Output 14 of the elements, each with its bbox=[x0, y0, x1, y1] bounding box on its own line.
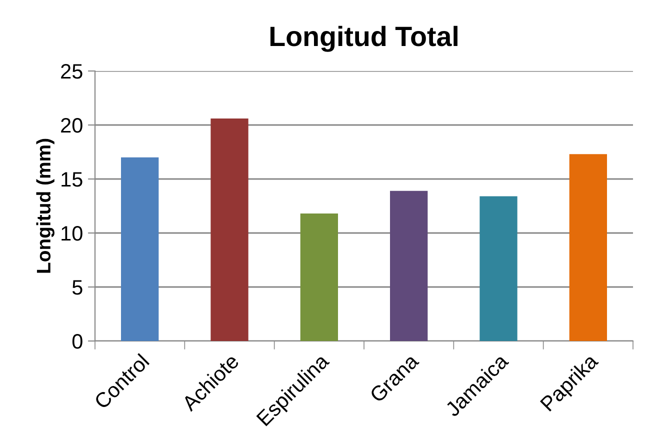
y-tick-label: 0 bbox=[72, 334, 82, 349]
bar bbox=[390, 190, 428, 341]
bar bbox=[480, 196, 518, 341]
bar bbox=[121, 157, 159, 341]
y-tick-label: 25 bbox=[61, 64, 82, 79]
bar bbox=[210, 118, 248, 341]
y-tick-label: 20 bbox=[61, 118, 82, 133]
chart-title: Longitud Total bbox=[270, 26, 458, 52]
y-tick-label: 15 bbox=[62, 172, 82, 187]
y-tick-label: 10 bbox=[62, 226, 82, 241]
bar bbox=[300, 214, 338, 341]
bar bbox=[569, 154, 607, 341]
y-tick-label: 5 bbox=[72, 280, 82, 295]
y-axis-title: Longitud (mm) bbox=[36, 138, 54, 273]
